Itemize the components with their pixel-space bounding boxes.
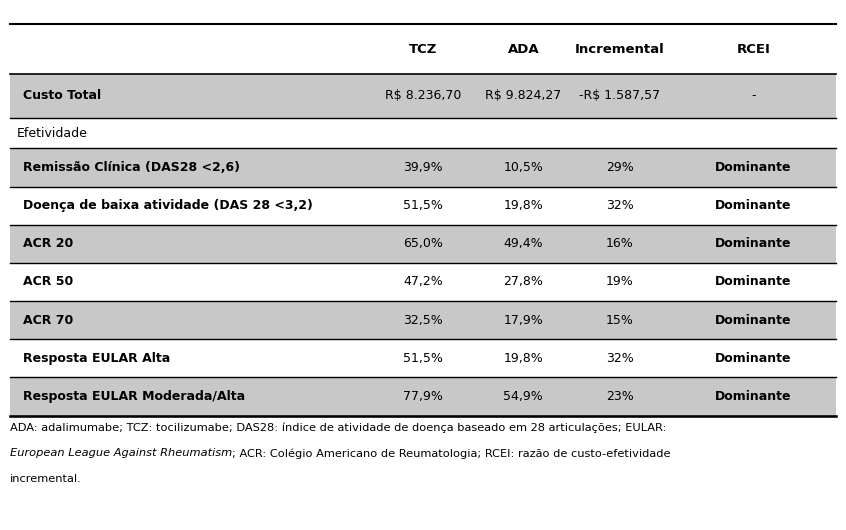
Text: ADA: adalimumabe; TCZ: tocilizumabe; DAS28: índice de atividade de doença basead: ADA: adalimumabe; TCZ: tocilizumabe; DAS… (10, 423, 667, 434)
Text: 51,5%: 51,5% (403, 199, 443, 212)
Text: 65,0%: 65,0% (403, 237, 443, 250)
Text: 29%: 29% (606, 161, 634, 174)
Text: European League Against Rheumatism: European League Against Rheumatism (10, 448, 233, 458)
Text: RCEI: RCEI (736, 42, 771, 56)
Text: -R$ 1.587,57: -R$ 1.587,57 (580, 90, 660, 102)
Text: Dominante: Dominante (715, 199, 792, 212)
Text: -: - (751, 90, 755, 102)
Text: 47,2%: 47,2% (404, 276, 442, 288)
Text: 27,8%: 27,8% (503, 276, 543, 288)
Bar (10, 74, 836, 118)
Text: 51,5%: 51,5% (403, 352, 443, 365)
Text: Custo Total: Custo Total (23, 90, 101, 102)
Bar (10, 148, 836, 187)
Bar (10, 263, 836, 301)
Text: 19,8%: 19,8% (503, 199, 543, 212)
Text: 77,9%: 77,9% (403, 390, 443, 403)
Text: Dominante: Dominante (715, 276, 792, 288)
Text: Remissão Clínica (DAS28 <2,6): Remissão Clínica (DAS28 <2,6) (23, 161, 240, 174)
Text: ; ACR: Colégio Americano de Reumatologia; RCEI: razão de custo-efetividade: ; ACR: Colégio Americano de Reumatologia… (233, 448, 671, 459)
Text: Efetividade: Efetividade (17, 127, 88, 139)
Text: 10,5%: 10,5% (503, 161, 543, 174)
Text: 19,8%: 19,8% (503, 352, 543, 365)
Bar (10, 24, 836, 74)
Text: 32%: 32% (606, 352, 634, 365)
Text: Dominante: Dominante (715, 237, 792, 250)
Text: 54,9%: 54,9% (503, 390, 543, 403)
Text: R$ 8.236,70: R$ 8.236,70 (385, 90, 461, 102)
Text: 19%: 19% (606, 276, 634, 288)
Text: Resposta EULAR Alta: Resposta EULAR Alta (23, 352, 170, 365)
Text: Dominante: Dominante (715, 390, 792, 403)
Bar (10, 187, 836, 225)
Text: ACR 20: ACR 20 (23, 237, 73, 250)
Text: 16%: 16% (606, 237, 634, 250)
Text: 15%: 15% (606, 314, 634, 326)
Text: Resposta EULAR Moderada/Alta: Resposta EULAR Moderada/Alta (23, 390, 245, 403)
Text: 17,9%: 17,9% (503, 314, 543, 326)
Text: 39,9%: 39,9% (404, 161, 442, 174)
Text: TCZ: TCZ (409, 42, 437, 56)
Bar (10, 225, 836, 263)
Bar (10, 118, 836, 148)
Text: ADA: ADA (508, 42, 539, 56)
Text: Dominante: Dominante (715, 314, 792, 326)
Text: Incremental: Incremental (574, 42, 665, 56)
Text: R$ 9.824,27: R$ 9.824,27 (485, 90, 562, 102)
Text: 49,4%: 49,4% (503, 237, 543, 250)
Text: Dominante: Dominante (715, 161, 792, 174)
Bar (10, 301, 836, 339)
Text: incremental.: incremental. (10, 474, 82, 484)
Bar (10, 339, 836, 377)
Text: Dominante: Dominante (715, 352, 792, 365)
Text: 32,5%: 32,5% (404, 314, 442, 326)
Text: Doença de baixa atividade (DAS 28 <3,2): Doença de baixa atividade (DAS 28 <3,2) (23, 199, 313, 212)
Text: ACR 50: ACR 50 (23, 276, 73, 288)
Text: ACR 70: ACR 70 (23, 314, 73, 326)
Text: 23%: 23% (606, 390, 634, 403)
Text: 32%: 32% (606, 199, 634, 212)
Bar (10, 377, 836, 416)
